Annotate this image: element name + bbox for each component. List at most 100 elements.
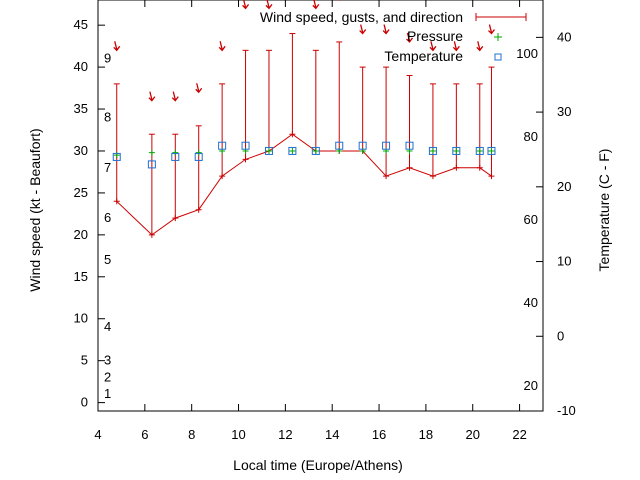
temperature-point <box>194 152 203 161</box>
x-tick-label: 8 <box>188 427 195 442</box>
legend-pressure-sample <box>494 33 502 41</box>
legend-label-temperature: Temperature <box>384 48 463 64</box>
temperature-point <box>288 146 297 155</box>
beaufort-label: 3 <box>104 353 111 368</box>
y2-axis-title: Temperature (C - F) <box>596 149 612 272</box>
wind-speed-point <box>113 198 120 205</box>
x-tick-label: 6 <box>141 427 148 442</box>
y-axis-tick-labels: 0 5 10 15 20 25 30 35 40 45 <box>74 17 88 409</box>
wind-speed-point <box>289 131 296 138</box>
beaufort-label: 1 <box>104 386 111 401</box>
temperature-series <box>112 141 496 169</box>
wind-direction-arrow <box>476 41 484 52</box>
x-tick-label: 18 <box>419 427 433 442</box>
y2-tick-label: 20 <box>557 179 571 194</box>
fahrenheit-label: 80 <box>524 129 538 144</box>
y2-tick-label: 10 <box>557 254 571 269</box>
wind-direction-arrow <box>312 0 320 10</box>
temperature-point <box>264 146 273 155</box>
y-tick-label: 30 <box>74 143 88 158</box>
beaufort-label: 5 <box>104 252 111 267</box>
x-tick-label: 14 <box>325 427 339 442</box>
temperature-point <box>475 146 484 155</box>
pressure-series <box>113 147 495 159</box>
y-tick-label: 40 <box>74 59 88 74</box>
y2-tick-label: -10 <box>557 403 576 418</box>
y-tick-label: 10 <box>74 311 88 326</box>
legend: Wind speed, gusts, and direction Pressur… <box>260 9 527 64</box>
temperature-point <box>311 146 320 155</box>
pressure-point <box>265 147 272 154</box>
temperature-point <box>358 141 367 150</box>
wind-speed-point <box>406 164 413 171</box>
temperature-point <box>405 141 414 150</box>
plot-frame <box>97 0 544 412</box>
wind-direction-arrow <box>429 41 437 52</box>
wind-direction-arrow <box>195 83 203 94</box>
fahrenheit-label: 40 <box>524 295 538 310</box>
beaufort-label: 4 <box>104 319 111 334</box>
fahrenheit-label: 20 <box>524 378 538 393</box>
temperature-point <box>487 146 496 155</box>
beaufort-label: 6 <box>104 210 111 225</box>
wind-direction-arrow <box>148 91 156 102</box>
pressure-point <box>429 147 436 154</box>
y-tick-label: 45 <box>74 17 88 32</box>
y-tick-label: 0 <box>81 395 88 410</box>
y-tick-label: 15 <box>74 269 88 284</box>
legend-label-pressure: Pressure <box>407 28 463 44</box>
temperature-point <box>218 141 227 150</box>
y-tick-label: 20 <box>74 227 88 242</box>
axis-ticks <box>97 0 543 412</box>
y2-tick-label: 0 <box>557 328 564 343</box>
y-tick-label: 25 <box>74 185 88 200</box>
legend-wind-sample <box>475 13 527 21</box>
y-tick-label: 35 <box>74 101 88 116</box>
x-tick-label: 12 <box>278 427 292 442</box>
y2-axis-tick-labels: -10 0 10 20 30 40 <box>557 29 576 418</box>
temperature-point <box>382 141 391 150</box>
beaufort-label: 2 <box>104 369 111 384</box>
x-axis-tick-labels: 4 6 8 10 12 14 16 18 20 22 <box>94 427 526 442</box>
temperature-point <box>112 152 121 161</box>
wind-direction-arrow <box>265 0 273 10</box>
pressure-point <box>476 147 483 154</box>
beaufort-label: 8 <box>104 109 111 124</box>
fahrenheit-labels: 20 40 60 80 100 <box>516 46 538 393</box>
wind-direction-arrow <box>382 24 390 35</box>
wind-direction-arrow <box>406 32 414 43</box>
wind-direction-arrow <box>452 41 460 52</box>
wind-speed-point <box>172 215 179 222</box>
x-tick-label: 4 <box>94 427 101 442</box>
fahrenheit-label: 60 <box>524 212 538 227</box>
wind-speed-series <box>116 133 492 236</box>
fahrenheit-label: 100 <box>516 46 538 61</box>
wind-speed-point <box>148 231 155 238</box>
beaufort-label: 7 <box>104 160 111 175</box>
pressure-point <box>195 149 202 156</box>
temperature-point <box>452 146 461 155</box>
wind-direction-arrow <box>488 24 495 35</box>
temperature-point <box>147 160 156 169</box>
wind-speed-point <box>488 173 495 180</box>
wind-speed-point <box>453 164 460 171</box>
pressure-point <box>148 149 155 156</box>
wind-direction-arrow <box>113 41 121 52</box>
wind-speed-point <box>476 164 483 171</box>
pressure-point <box>453 147 460 154</box>
wind-direction-arrows <box>113 0 495 102</box>
temperature-point <box>428 146 437 155</box>
wind-direction-arrow <box>359 24 367 35</box>
temperature-point <box>241 141 250 150</box>
pressure-point <box>289 147 296 154</box>
x-tick-label: 20 <box>466 427 480 442</box>
x-tick-label: 16 <box>372 427 386 442</box>
wind-speed-point <box>195 206 202 213</box>
pressure-point <box>172 149 179 156</box>
wind-speed-point <box>429 173 436 180</box>
x-axis-title: Local time (Europe/Athens) <box>233 457 403 473</box>
wind-direction-arrow <box>171 91 179 102</box>
y-tick-label: 5 <box>81 353 88 368</box>
x-tick-label: 22 <box>512 427 526 442</box>
